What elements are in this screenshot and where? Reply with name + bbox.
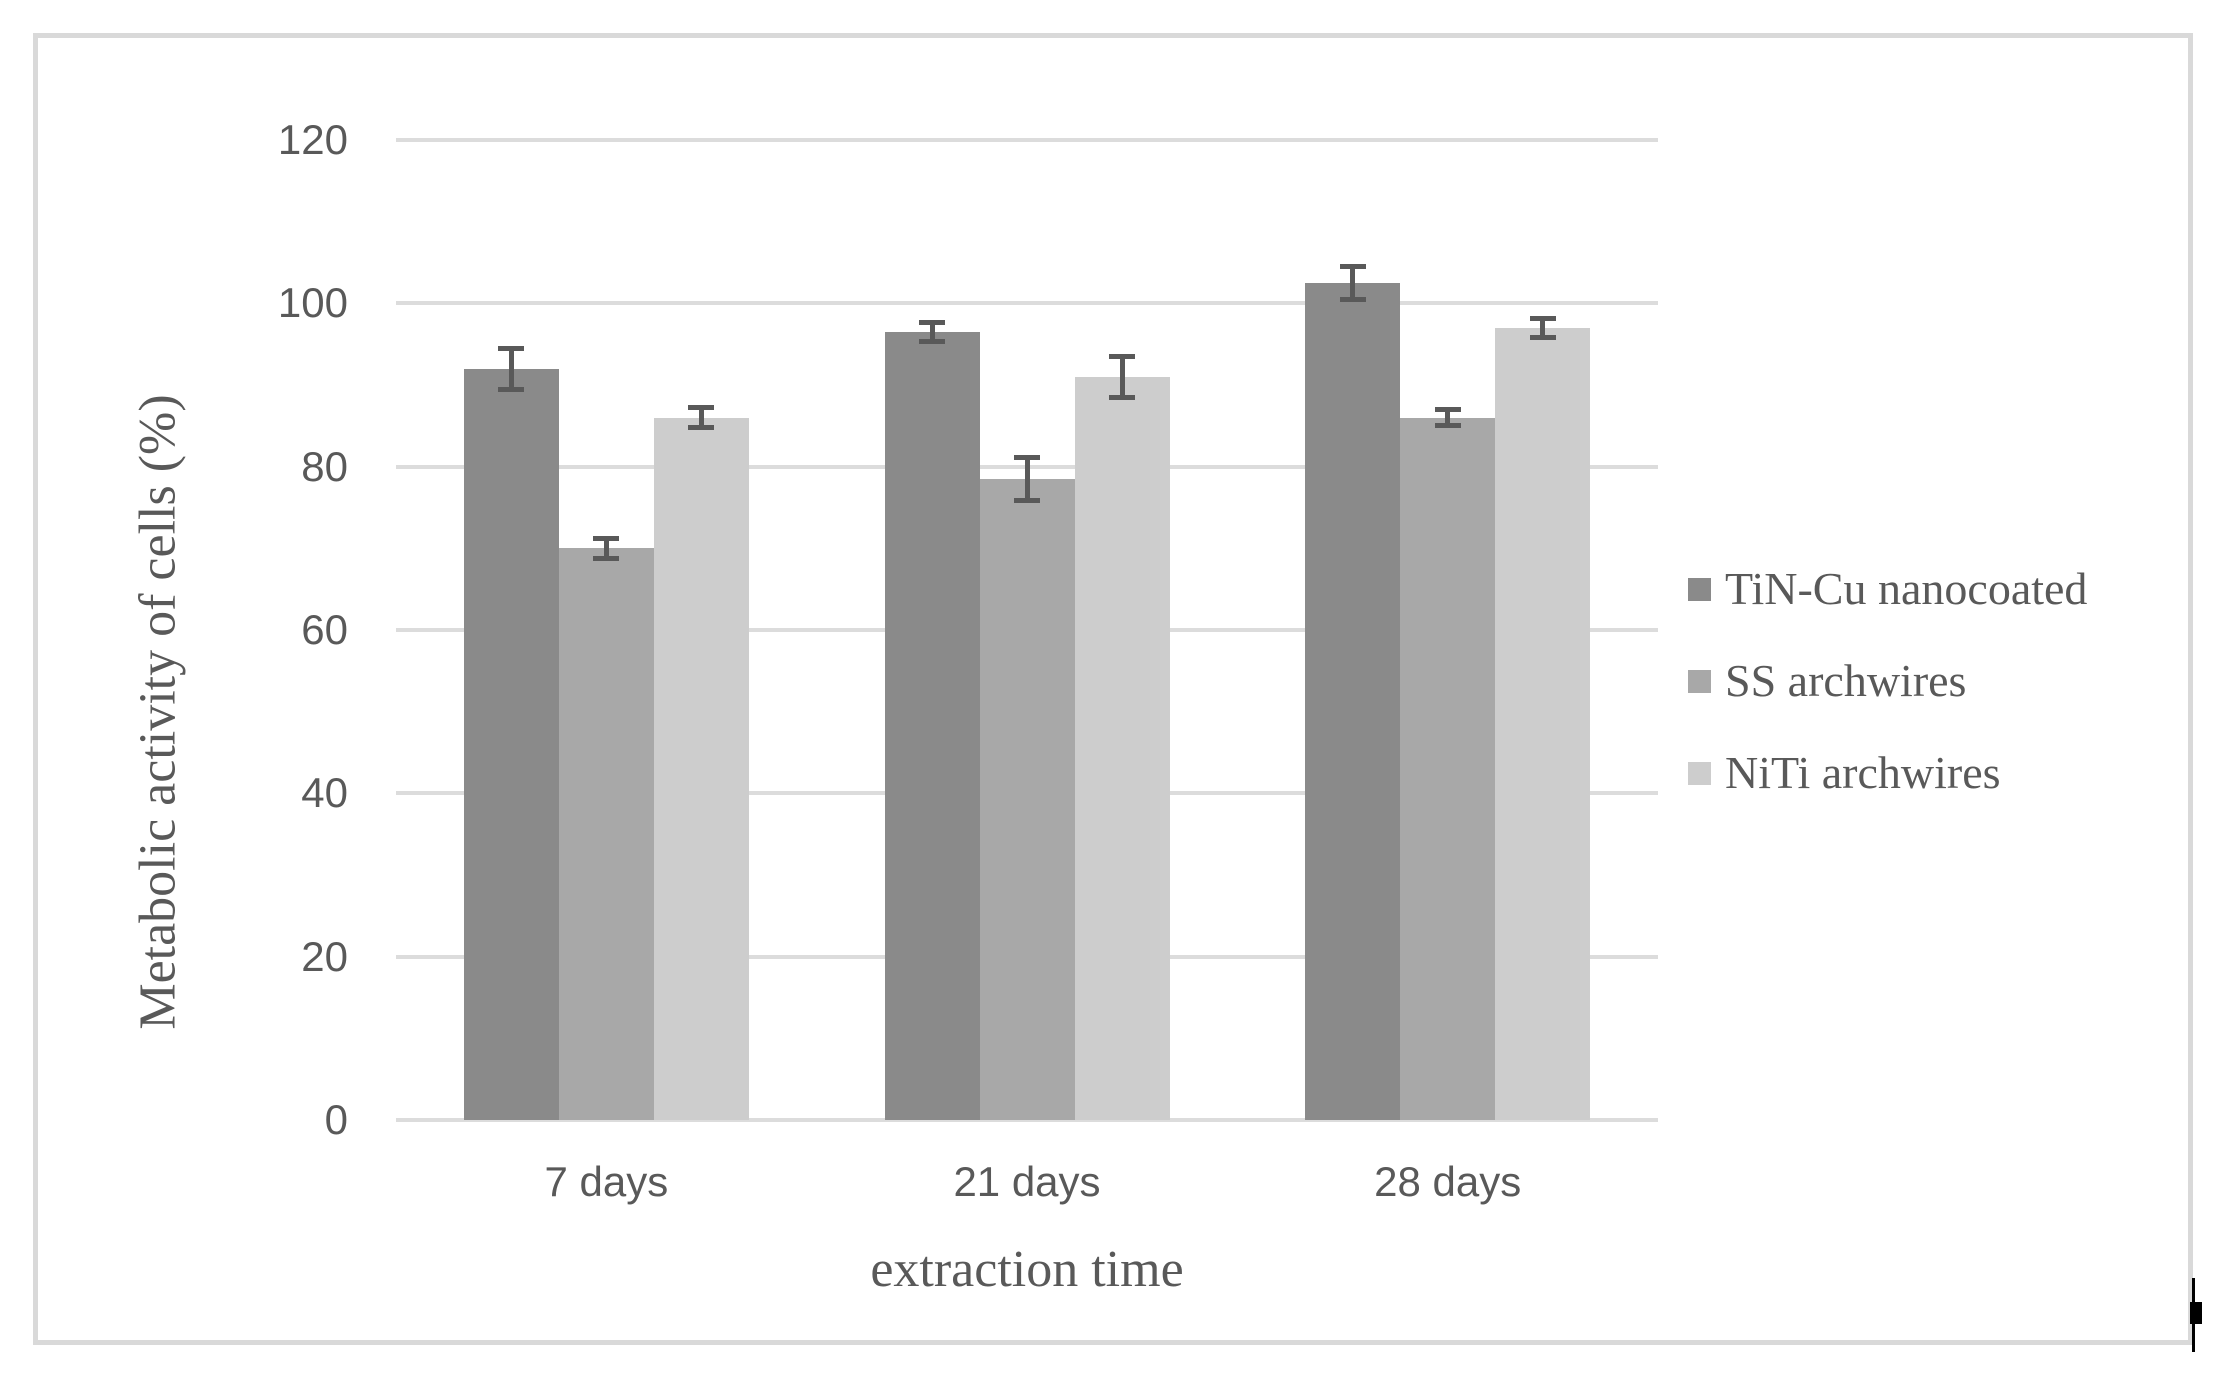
error-bar-cap-bottom — [593, 555, 620, 561]
legend-marker-icon — [1688, 761, 1711, 785]
bar-ss-archwires — [979, 478, 1075, 1120]
legend-item: SS archwires — [1688, 658, 2087, 704]
y-tick-label: 100 — [277, 279, 348, 327]
error-bar-cap-top — [1109, 353, 1135, 359]
legend-marker-icon — [1688, 577, 1711, 601]
error-bar-stem — [698, 407, 704, 428]
error-bar-stem — [1350, 266, 1356, 300]
y-tick-label: 60 — [301, 606, 348, 653]
error-bar-cap-top — [593, 536, 620, 542]
legend-item: NiTi archwires — [1688, 750, 2087, 796]
error-bar-stem — [1540, 318, 1546, 338]
error-bar-stem — [929, 322, 935, 342]
x-category-label: 28 days — [1374, 1158, 1522, 1205]
text-cursor-artifact — [2190, 1302, 2202, 1324]
y-tick-label: 40 — [301, 769, 348, 817]
legend-label: TiN-Cu nanocoated — [1725, 563, 2088, 614]
error-bar-cap-bottom — [1434, 423, 1461, 429]
bar-niti-archwires — [1074, 376, 1170, 1120]
error-bar-cap-bottom — [688, 424, 715, 430]
gridline — [396, 138, 1658, 142]
gridline — [396, 301, 1658, 306]
error-bar-cap-bottom — [1109, 394, 1135, 400]
error-bar-cap-bottom — [1529, 335, 1556, 341]
error-bar-cap-top — [1014, 455, 1040, 461]
y-tick-label: 80 — [301, 442, 348, 490]
error-bar-stem — [1024, 457, 1030, 501]
legend: TiN-Cu nanocoated SS archwires NiTi archwi… — [1688, 566, 2087, 796]
bar-niti-archwires — [653, 417, 749, 1120]
legend-item: TiN-Cu nanocoated — [1688, 566, 2087, 612]
error-bar-stem — [603, 538, 609, 559]
bar-ss-archwires — [1400, 417, 1496, 1120]
error-bar-cap-bottom — [498, 386, 525, 392]
y-axis-title: Metabolic activity of cells (%) — [129, 394, 187, 1030]
error-bar-cap-top — [919, 319, 945, 325]
error-bar-cap-top — [1434, 407, 1461, 412]
x-axis-title: extraction time — [870, 1241, 1184, 1298]
error-bar-stem — [1445, 409, 1451, 426]
bar-tin-cu-nanocoated — [1305, 282, 1401, 1120]
bar-ss-archwires — [558, 548, 654, 1120]
bar-tin-cu-nanocoated — [884, 331, 980, 1120]
error-bar-cap-top — [1339, 264, 1366, 270]
y-tick-label: 20 — [301, 932, 348, 980]
x-category-label: 7 days — [544, 1158, 669, 1205]
bar-niti-archwires — [1495, 327, 1591, 1120]
error-bar-cap-top — [688, 405, 715, 411]
error-bar-cap-top — [498, 345, 525, 351]
y-tick-label: 0 — [324, 1096, 348, 1143]
bar-tin-cu-nanocoated — [463, 368, 559, 1120]
error-bar-stem — [508, 348, 514, 390]
error-bar-cap-bottom — [919, 339, 945, 345]
error-bar-stem — [1119, 356, 1125, 398]
error-bar-cap-bottom — [1014, 497, 1040, 503]
error-bar-cap-top — [1529, 315, 1556, 321]
x-category-label: 21 days — [953, 1158, 1101, 1205]
error-bar-cap-bottom — [1339, 296, 1366, 302]
legend-label: SS archwires — [1725, 655, 1967, 706]
gridline — [396, 1118, 1658, 1122]
legend-label: NiTi archwires — [1725, 747, 2001, 798]
legend-marker-icon — [1688, 669, 1711, 693]
y-tick-label: 120 — [277, 116, 348, 163]
